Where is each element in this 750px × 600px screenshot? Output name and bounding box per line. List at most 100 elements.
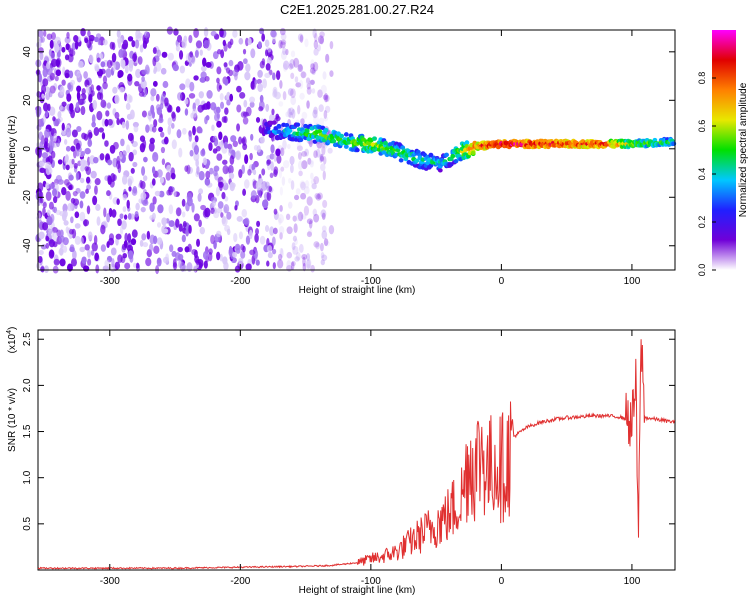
noise-cell	[181, 234, 186, 243]
noise-cell	[75, 102, 80, 112]
noise-cell	[87, 249, 91, 258]
snr-scale-factor: (x104)	[6, 327, 18, 354]
x-tick-label: 0	[499, 276, 505, 287]
y-tick-label: 20	[22, 94, 33, 106]
noise-cell	[243, 217, 250, 227]
noise-cell	[171, 122, 175, 129]
noise-cell	[250, 133, 254, 141]
noise-cell	[254, 79, 258, 85]
noise-cell	[106, 102, 112, 109]
noise-cell	[156, 222, 162, 228]
noise-cell	[123, 214, 128, 220]
noise-cell	[77, 60, 84, 68]
noise-cell	[188, 224, 192, 234]
noise-cell	[300, 71, 307, 79]
noise-cell	[188, 132, 193, 142]
noise-cell	[100, 244, 106, 252]
noise-cell	[283, 60, 290, 70]
noise-cell	[313, 114, 319, 125]
noise-cell	[50, 213, 55, 223]
noise-cell	[321, 225, 327, 233]
noise-cell	[195, 40, 203, 49]
noise-cell	[48, 201, 54, 210]
noise-cell	[306, 100, 310, 109]
noise-cell	[228, 145, 233, 154]
noise-cell	[126, 144, 131, 154]
noise-cell	[188, 93, 196, 99]
noise-cell	[319, 154, 324, 162]
noise-cell	[68, 70, 74, 79]
noise-cell	[205, 61, 212, 68]
noise-cell	[323, 93, 329, 103]
noise-cell	[198, 188, 204, 195]
noise-cell	[151, 125, 157, 133]
noise-cell	[299, 92, 305, 100]
noise-cell	[213, 169, 218, 177]
noise-cell	[245, 63, 251, 73]
noise-cell	[179, 83, 186, 91]
noise-cell	[38, 231, 45, 240]
ridge-cell	[444, 152, 449, 158]
noise-cell	[301, 111, 308, 120]
noise-cell	[84, 244, 90, 251]
noise-cell	[100, 224, 106, 235]
noise-cell	[140, 192, 147, 200]
noise-cell	[156, 107, 163, 116]
noise-cell	[55, 209, 62, 216]
ridge-cell	[453, 159, 459, 164]
noise-cell	[90, 170, 97, 179]
snr-scale-close: )	[7, 327, 18, 330]
ridge-cell	[343, 132, 349, 137]
noise-cell	[96, 85, 101, 91]
noise-cell	[85, 176, 91, 184]
noise-cell	[129, 109, 135, 120]
noise-cell	[41, 84, 47, 95]
noise-cell	[324, 241, 331, 247]
noise-cell	[297, 151, 302, 160]
noise-cell	[292, 215, 297, 222]
noise-cell	[292, 245, 299, 255]
noise-cell	[64, 72, 70, 79]
noise-cell	[132, 185, 138, 194]
noise-cell	[122, 252, 128, 259]
noise-cell	[294, 76, 299, 83]
noise-cell	[238, 169, 243, 179]
noise-cell	[228, 59, 234, 67]
noise-cell	[236, 104, 242, 113]
noise-cell	[279, 80, 283, 89]
noise-cell	[45, 182, 50, 189]
noise-cell	[191, 202, 195, 213]
noise-cell	[224, 107, 229, 115]
noise-cell	[266, 245, 273, 253]
noise-cell	[204, 76, 210, 82]
noise-cell	[285, 213, 291, 220]
noise-cell	[59, 258, 66, 267]
noise-cell	[235, 247, 241, 254]
noise-cell	[291, 260, 296, 267]
noise-cell	[229, 38, 234, 46]
noise-cell	[141, 75, 145, 82]
noise-cell	[239, 92, 246, 99]
noise-cell	[79, 200, 84, 209]
noise-cell	[308, 79, 315, 86]
noise-cell	[322, 199, 328, 209]
noise-cell	[261, 181, 268, 191]
noise-cell	[175, 218, 180, 228]
noise-cell	[133, 125, 139, 133]
noise-cell	[289, 155, 295, 166]
noise-cell	[322, 94, 328, 101]
noise-cell	[216, 82, 221, 92]
noise-cell	[280, 50, 287, 60]
noise-cell	[319, 153, 323, 163]
noise-cell	[325, 94, 330, 102]
noise-cell	[175, 106, 181, 113]
noise-cell	[167, 104, 173, 113]
noise-cell	[265, 63, 271, 71]
noise-cell	[186, 164, 191, 175]
noise-cell	[71, 158, 75, 165]
noise-cell	[117, 38, 122, 49]
noise-cell	[116, 198, 120, 206]
noise-cell	[287, 88, 294, 96]
